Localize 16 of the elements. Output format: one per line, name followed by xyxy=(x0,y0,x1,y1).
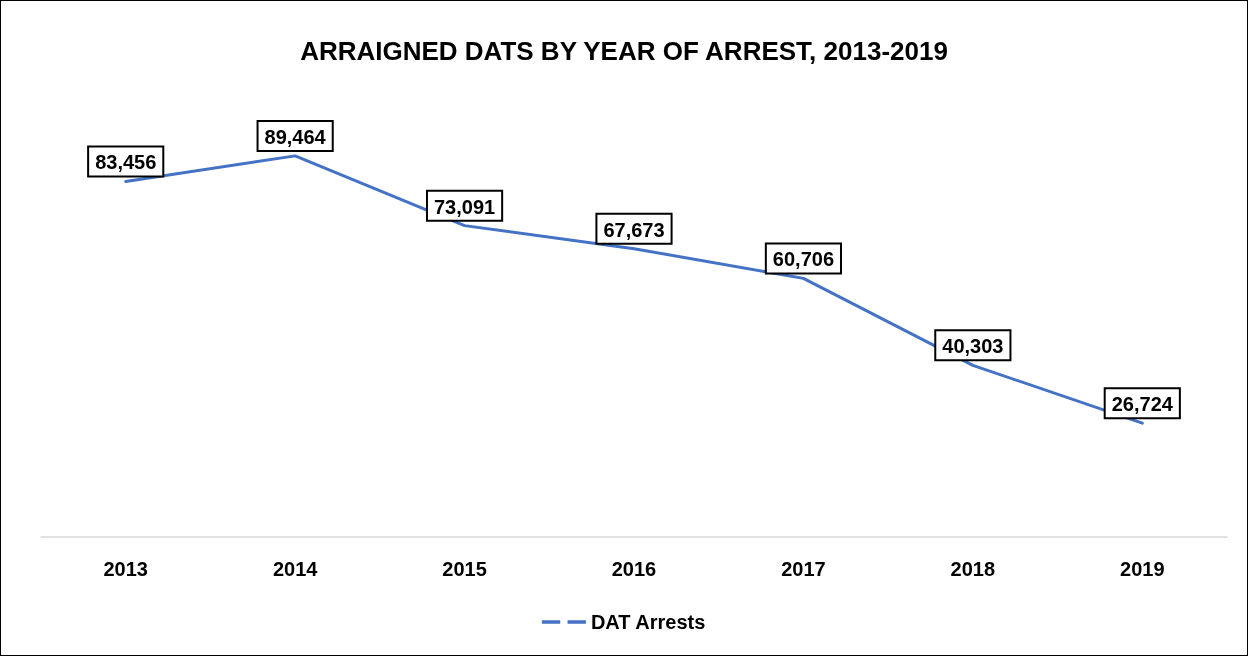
x-tick-label: 2015 xyxy=(442,558,487,580)
data-label: 40,303 xyxy=(942,335,1004,358)
x-tick-label: 2019 xyxy=(1120,558,1165,580)
legend-label: DAT Arrests xyxy=(590,611,706,633)
data-label: 89,464 xyxy=(264,125,327,148)
data-label: 26,724 xyxy=(1111,393,1174,416)
x-tick-label: 2018 xyxy=(950,558,996,580)
data-label: 73,091 xyxy=(433,195,496,218)
data-label: 67,673 xyxy=(603,218,665,241)
x-tick-label: 2017 xyxy=(781,558,826,580)
x-tick-label: 2013 xyxy=(103,558,148,580)
data-label: 83,456 xyxy=(95,151,157,174)
data-label: 60,706 xyxy=(772,248,835,271)
x-tick-label: 2016 xyxy=(611,558,657,580)
chart-title: ARRAIGNED DATS BY YEAR OF ARREST, 2013-2019 xyxy=(300,36,948,66)
x-tick-label: 2014 xyxy=(272,558,319,580)
